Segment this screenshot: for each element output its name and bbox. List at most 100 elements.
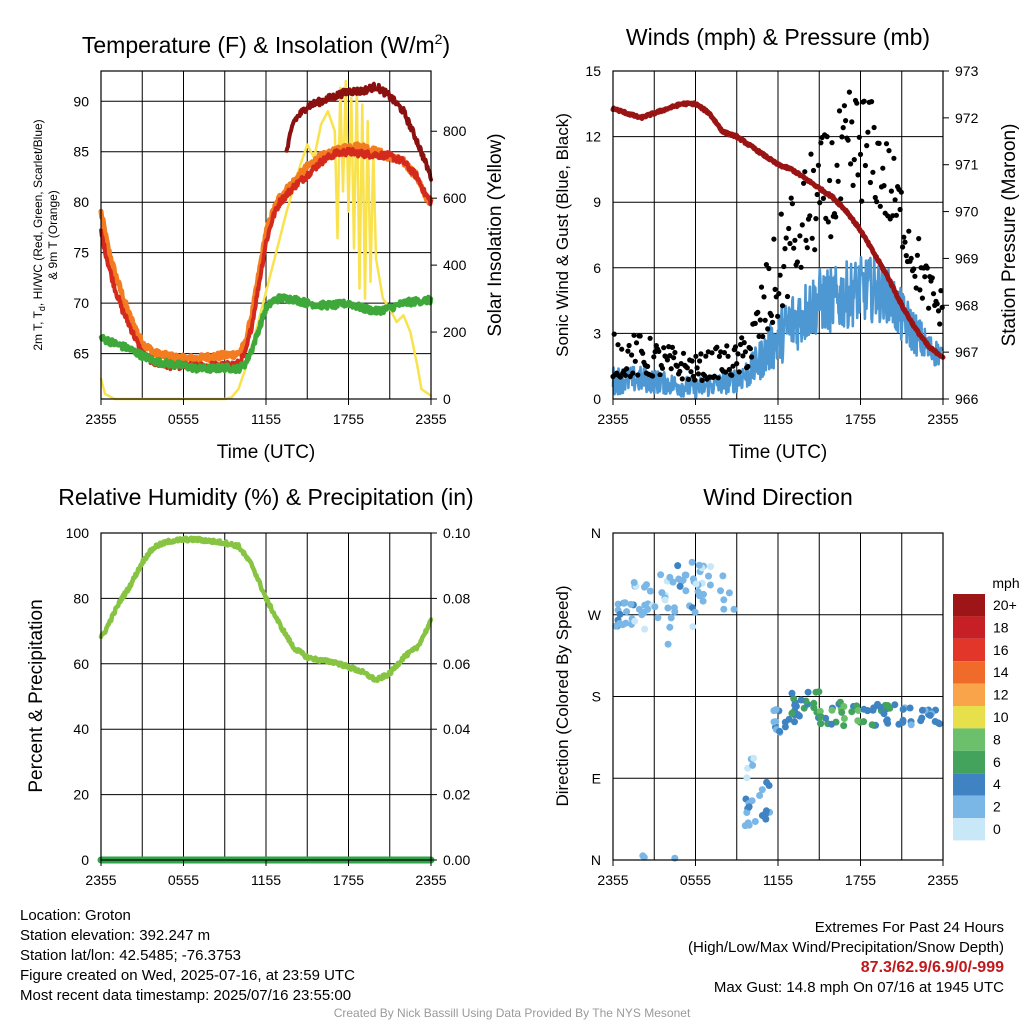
direction-point: [743, 774, 751, 782]
gust-point: [779, 303, 786, 309]
gust-point: [901, 234, 907, 240]
direction-point: [619, 621, 627, 629]
gust-point: [651, 354, 657, 360]
legend-title: mph: [992, 575, 1019, 591]
x-tick-label: 2355: [85, 872, 116, 888]
temperature-insolation-panel: Temperature (F) & Insolation (W/m2) Time…: [31, 31, 506, 463]
gust-point: [809, 235, 815, 241]
direction-point: [699, 597, 707, 605]
legend-swatch: [953, 706, 985, 729]
direction-point: [664, 604, 672, 612]
direction-point: [864, 707, 871, 714]
direction-point: [804, 688, 812, 696]
direction-point: [840, 715, 848, 722]
gust-point: [789, 201, 796, 207]
rh-line: [98, 535, 434, 684]
y2-tick-label: 200: [443, 324, 467, 340]
gust-point: [802, 169, 808, 175]
gust-point: [768, 312, 775, 319]
gust-point: [740, 353, 746, 359]
gust-point: [736, 369, 742, 375]
direction-point: [725, 589, 733, 597]
y-tick-label: 90: [73, 93, 89, 109]
winds-y2label: Station Pressure (Maroon): [999, 124, 1020, 347]
x-tick-label: 1755: [845, 872, 876, 888]
direction-point: [641, 583, 648, 591]
gust-point: [804, 245, 810, 251]
direction-point: [631, 617, 639, 625]
gust-point: [770, 319, 776, 325]
y2-tick-label: 0.10: [443, 525, 470, 541]
pressure-line: [610, 100, 946, 360]
direction-point: [688, 558, 696, 566]
direction-point: [671, 854, 679, 862]
direction-point: [756, 792, 764, 799]
gust-point: [775, 313, 781, 319]
direction-point: [658, 589, 666, 597]
gust-point: [846, 89, 853, 95]
gust-point: [632, 358, 638, 364]
gust-point: [834, 162, 840, 168]
winds-title: Winds (mph) & Pressure (mb): [626, 24, 930, 50]
gust-point: [911, 266, 917, 272]
gust-point: [893, 212, 900, 218]
direction-point: [666, 573, 674, 581]
gust-point: [892, 197, 898, 203]
gust-point: [624, 366, 630, 372]
direction-point: [816, 707, 824, 715]
speed-color-legend: mph 20+ 18 16 14 12 10 8 6 4 2 0: [953, 575, 1020, 841]
gust-point: [659, 365, 666, 371]
direction-point: [614, 600, 622, 608]
x-tick-label: 1155: [251, 872, 281, 888]
gust-point: [797, 233, 803, 239]
gust-point: [668, 366, 674, 372]
direction-point: [661, 596, 669, 604]
gust-point: [839, 134, 845, 140]
gust-point: [934, 301, 940, 307]
direction-point: [682, 587, 690, 595]
gust-point: [633, 340, 640, 346]
credit-text: Created By Nick Bassill Using Data Provi…: [333, 1006, 691, 1020]
y-tick-label: 0: [593, 391, 601, 407]
temp-plot-lines: [98, 79, 434, 401]
gust-point: [695, 371, 702, 377]
y-tick-label: 60: [73, 656, 89, 672]
y-tick-label: 80: [73, 590, 89, 606]
gust-point: [814, 191, 820, 198]
gust-point: [661, 345, 667, 351]
gust-point: [845, 137, 851, 143]
legend-label: 10: [993, 709, 1009, 725]
gust-point: [792, 237, 798, 243]
gust-point: [732, 344, 739, 350]
winds-xlabel: Time (UTC): [729, 442, 828, 463]
direction-point: [651, 603, 659, 611]
legend-swatch: [953, 661, 985, 684]
y-tick-label: 85: [73, 144, 89, 160]
x-tick-label: 1155: [251, 411, 281, 427]
gust-point: [870, 169, 876, 175]
gust-point: [827, 177, 833, 184]
gust-point: [886, 148, 892, 154]
latlon-text: Station lat/lon: 42.5485; -76.3753: [20, 947, 242, 964]
heat_index-line: [284, 81, 433, 182]
wind-direction-panel: Wind Direction Direction (Colored By Spe…: [553, 484, 1020, 888]
gust-point: [926, 305, 932, 311]
gust-point: [835, 178, 841, 184]
legend-label: 14: [993, 664, 1009, 680]
t9m-line: [98, 141, 434, 365]
gust-point: [803, 237, 809, 243]
gust-point: [763, 262, 770, 268]
gust-point: [783, 235, 789, 241]
elevation-text: Station elevation: 392.247 m: [20, 927, 211, 944]
y-tick-label: 80: [73, 194, 89, 210]
direction-point: [666, 623, 674, 631]
direction-point: [664, 640, 672, 648]
gust-point: [680, 350, 687, 356]
wdir-ylabel: Direction (Colored By Speed): [553, 585, 572, 806]
gust-point: [820, 195, 827, 201]
direction-point: [749, 761, 757, 769]
gust-point: [930, 291, 937, 297]
gust-point: [799, 222, 805, 228]
gust-point: [824, 134, 830, 140]
y2-tick-label: 969: [955, 250, 979, 266]
